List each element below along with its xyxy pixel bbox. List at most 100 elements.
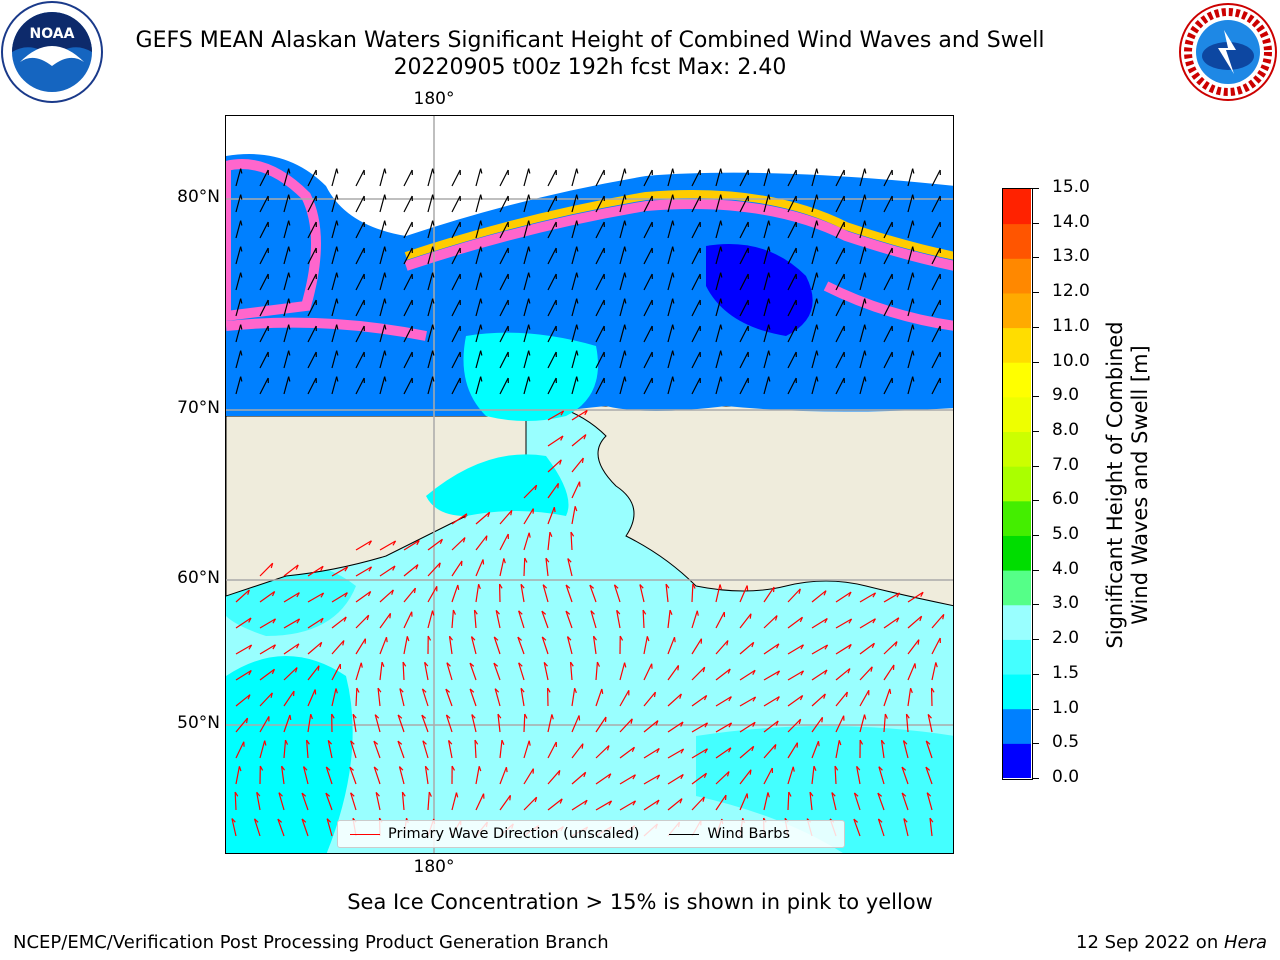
- wave-direction-arrow: [853, 792, 861, 811]
- vector-head: [471, 714, 476, 719]
- vector-head: [542, 584, 548, 589]
- vector-head: [823, 590, 827, 596]
- wind-barb: [811, 220, 818, 239]
- wave-direction-arrow: [235, 694, 251, 707]
- vector-head: [399, 766, 404, 771]
- wind-barb: [763, 220, 770, 239]
- vector-head: [528, 376, 531, 382]
- vector-head: [384, 246, 387, 252]
- vector-head: [593, 635, 598, 641]
- wind-barb: [859, 324, 866, 343]
- vector-head: [632, 774, 636, 780]
- wave-direction-arrow: [811, 740, 820, 759]
- wind-barb: [595, 221, 605, 239]
- wave-direction-arrow: [739, 769, 752, 785]
- wave-direction-arrow: [427, 586, 438, 603]
- colorbar-tick-label: 15.0: [1052, 177, 1090, 197]
- wave-height-map: [225, 115, 954, 854]
- wave-direction-arrow: [277, 818, 285, 837]
- vector-head: [294, 667, 298, 673]
- vector-head: [824, 669, 828, 675]
- wind-barb: [907, 168, 914, 187]
- colorbar-tick-label: 6.0: [1052, 489, 1080, 510]
- vector-head: [336, 324, 339, 330]
- vector-head: [431, 610, 435, 616]
- wind-barb: [307, 273, 317, 291]
- wave-direction-arrow: [307, 617, 324, 629]
- wind-barb: [307, 325, 317, 343]
- wind-barb: [523, 168, 530, 187]
- wave-direction-arrow: [931, 662, 937, 681]
- vector-head: [559, 798, 563, 804]
- wind-barb: [619, 194, 626, 213]
- vector-head: [576, 350, 579, 356]
- wind-barb: [259, 221, 269, 239]
- vector-head: [749, 613, 752, 619]
- wave-direction-arrow: [763, 696, 780, 707]
- vector-head: [596, 661, 601, 667]
- wave-direction-arrow: [667, 693, 682, 707]
- vector-head: [665, 583, 670, 589]
- vector-head: [384, 324, 387, 330]
- wave-direction-arrow: [787, 742, 798, 759]
- vector-head: [368, 566, 373, 572]
- vector-head: [541, 636, 547, 641]
- wind-barb: [283, 272, 290, 291]
- vector-head: [501, 739, 505, 745]
- wind-barb: [691, 195, 701, 213]
- wave-direction-arrow: [691, 772, 707, 785]
- wave-direction-arrow: [811, 644, 828, 655]
- wave-direction-arrow: [259, 618, 276, 629]
- wave-direction-arrow: [667, 773, 684, 785]
- wave-direction-arrow: [569, 662, 573, 681]
- vector-head: [360, 662, 363, 668]
- vector-head: [720, 168, 723, 174]
- vector-head: [809, 791, 814, 797]
- vector-head: [295, 564, 299, 570]
- wind-barb: [523, 350, 530, 369]
- vector-head: [474, 739, 479, 745]
- vector-head: [821, 717, 824, 723]
- vector-head: [727, 668, 731, 674]
- vector-head: [528, 246, 531, 252]
- wind-barb: [235, 272, 242, 291]
- vector-head: [601, 688, 604, 695]
- vector-head: [397, 714, 403, 719]
- wind-barb: [883, 169, 893, 187]
- footer-host: Hera: [1223, 932, 1267, 953]
- wave-direction-arrow: [301, 818, 309, 837]
- wave-direction-arrow: [331, 663, 341, 681]
- wind-barb: [283, 350, 290, 369]
- wave-direction-arrow: [475, 584, 480, 603]
- vector-head: [567, 558, 572, 563]
- wave-direction-arrow: [739, 585, 748, 603]
- wave-direction-arrow: [901, 792, 909, 811]
- vector-head: [864, 272, 867, 278]
- colorbar-band: [1003, 570, 1031, 606]
- wind-barb: [595, 351, 605, 369]
- vector-head: [385, 637, 388, 643]
- wind-barb: [307, 195, 317, 213]
- wave-direction-arrow: [518, 662, 525, 681]
- colorbar-tick-label: 4.0: [1052, 558, 1080, 579]
- colorbar-band: [1003, 258, 1031, 294]
- vector-head: [422, 740, 427, 745]
- vector-head: [306, 739, 310, 745]
- wave-direction-swatch: [350, 833, 380, 835]
- vector-head: [247, 589, 250, 595]
- wave-direction-arrow: [494, 688, 501, 707]
- wind-barb: [619, 220, 626, 239]
- wind-barb: [499, 325, 509, 343]
- vector-head: [788, 791, 792, 797]
- wave-direction-arrow: [763, 615, 778, 629]
- wave-direction-arrow: [403, 587, 416, 603]
- vector-head: [551, 714, 554, 720]
- vector-head: [816, 298, 819, 304]
- wave-direction-arrow: [877, 792, 885, 811]
- wave-direction-arrow: [907, 639, 920, 655]
- wind-barb-swatch: [669, 833, 700, 835]
- colorbar-tick-label: 1.0: [1052, 697, 1080, 718]
- vector-head: [288, 168, 291, 174]
- wave-direction-arrow: [787, 670, 804, 681]
- wave-direction-arrow: [691, 748, 708, 759]
